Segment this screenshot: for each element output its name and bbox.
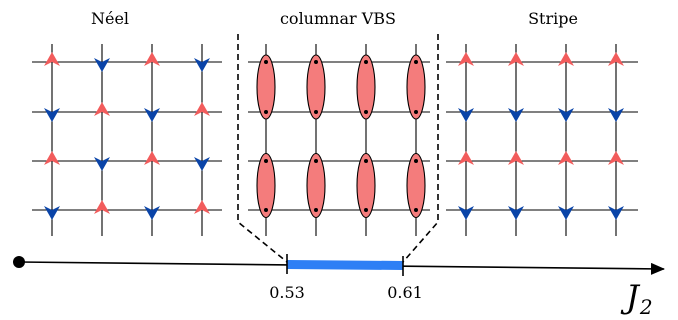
stripe-lattice — [446, 44, 638, 236]
spin-down-arrow — [94, 58, 110, 72]
vbs-lattice — [248, 44, 430, 236]
spin-up-arrow — [194, 200, 210, 214]
lattice-site-dot — [314, 60, 318, 64]
spin-down-arrow — [608, 206, 624, 220]
spin-up-arrow — [558, 151, 574, 165]
zoom-line-right — [402, 34, 439, 263]
lattice-site-dot — [414, 159, 418, 163]
dimer-ellipse — [356, 152, 376, 219]
neel-title: Néel — [91, 9, 129, 28]
spin-down-arrow — [44, 206, 60, 220]
dimer-ellipse — [406, 152, 426, 219]
spin-down-arrow — [458, 108, 474, 122]
spin-up-arrow — [44, 52, 60, 66]
spin-down-arrow — [558, 108, 574, 122]
spin-up-arrow — [144, 151, 160, 165]
spin-up-arrow — [558, 52, 574, 66]
spin-down-arrow — [144, 206, 160, 220]
spin-up-arrow — [144, 52, 160, 66]
dimer-ellipse — [356, 54, 376, 120]
spin-up-arrow — [458, 151, 474, 165]
lattice-site-dot — [264, 208, 268, 212]
spin-up-arrow — [458, 52, 474, 66]
lattice-site-dot — [314, 110, 318, 114]
lattice-site-dot — [264, 60, 268, 64]
zoom-line-left — [237, 34, 288, 263]
vbs-title: columnar VBS — [280, 9, 396, 28]
spin-down-arrow — [144, 108, 160, 122]
tick-label-upper: 0.61 — [387, 283, 423, 302]
spin-up-arrow — [94, 200, 110, 214]
lattice-site-dot — [314, 208, 318, 212]
lattice-site-dot — [364, 159, 368, 163]
spin-down-arrow — [558, 206, 574, 220]
spin-up-arrow — [508, 52, 524, 66]
spin-up-arrow — [608, 52, 624, 66]
dimer-ellipse — [306, 152, 326, 219]
spin-down-arrow — [94, 157, 110, 171]
spin-up-arrow — [44, 151, 60, 165]
lattice-site-dot — [314, 159, 318, 163]
vbs-range-bar — [286, 260, 404, 270]
spin-up-arrow — [194, 102, 210, 116]
spin-down-arrow — [458, 206, 474, 220]
spin-down-arrow — [508, 206, 524, 220]
spin-down-arrow — [194, 58, 210, 72]
lattice-site-dot — [414, 110, 418, 114]
lattice-site-dot — [264, 159, 268, 163]
tick-label-lower: 0.53 — [269, 283, 305, 302]
spin-down-arrow — [508, 108, 524, 122]
spin-down-arrow — [44, 108, 60, 122]
spin-down-arrow — [608, 108, 624, 122]
spin-up-arrow — [608, 151, 624, 165]
dimer-ellipse — [306, 54, 326, 120]
lattice-site-dot — [364, 110, 368, 114]
spin-up-arrow — [508, 151, 524, 165]
axis-symbol: J — [620, 278, 641, 316]
spin-down-arrow — [194, 157, 210, 171]
neel-lattice — [32, 44, 222, 236]
axis-label: J2 — [620, 278, 653, 319]
lattice-site-dot — [364, 60, 368, 64]
lattice-site-dot — [364, 208, 368, 212]
stripe-title: Stripe — [528, 9, 578, 28]
lattice-site-dot — [264, 110, 268, 114]
lattice-site-dot — [414, 60, 418, 64]
spin-up-arrow — [94, 102, 110, 116]
dimer-ellipse — [256, 152, 276, 219]
lattice-site-dot — [414, 208, 418, 212]
axis-subscript: 2 — [639, 295, 653, 319]
dimer-ellipse — [256, 54, 276, 120]
dimer-ellipse — [406, 54, 426, 120]
